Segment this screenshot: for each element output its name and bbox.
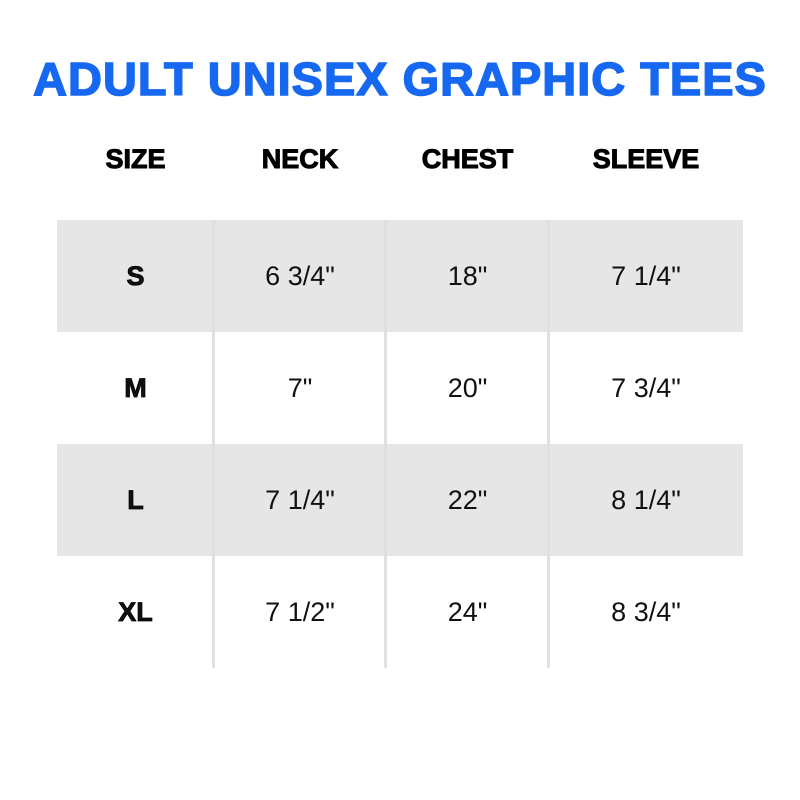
size-cell: L	[127, 485, 144, 516]
size-cell: S	[126, 261, 145, 292]
table-row: S 6 3/4" 18" 7 1/4"	[57, 220, 743, 332]
sleeve-cell: 7 3/4"	[611, 373, 681, 403]
chest-cell: 20"	[447, 373, 488, 403]
table-row: XL 7 1/2" 24" 8 3/4"	[57, 556, 743, 668]
neck-cell: 6 3/4"	[265, 261, 335, 291]
neck-cell: 7 1/4"	[265, 485, 335, 515]
chart-title: ADULT UNISEX GRAPHIC TEES	[32, 52, 767, 106]
header-chest: CHEST	[421, 144, 514, 175]
column-divider	[547, 220, 550, 668]
column-divider	[212, 220, 215, 668]
header-size: SIZE	[105, 144, 166, 175]
header-sleeve: SLEEVE	[592, 144, 700, 175]
size-cell: M	[124, 373, 147, 404]
sleeve-cell: 8 1/4"	[611, 485, 681, 515]
header-neck: NECK	[261, 144, 339, 175]
chest-cell: 18"	[447, 261, 488, 291]
column-divider	[384, 220, 387, 668]
sleeve-cell: 7 1/4"	[611, 261, 681, 291]
size-cell: XL	[118, 597, 153, 628]
chest-cell: 24"	[447, 597, 488, 627]
neck-cell: 7"	[287, 373, 313, 403]
table-row: L 7 1/4" 22" 8 1/4"	[57, 444, 743, 556]
chest-cell: 22"	[447, 485, 488, 515]
table-row: M 7" 20" 7 3/4"	[57, 332, 743, 444]
sleeve-cell: 8 3/4"	[611, 597, 681, 627]
neck-cell: 7 1/2"	[265, 597, 335, 627]
